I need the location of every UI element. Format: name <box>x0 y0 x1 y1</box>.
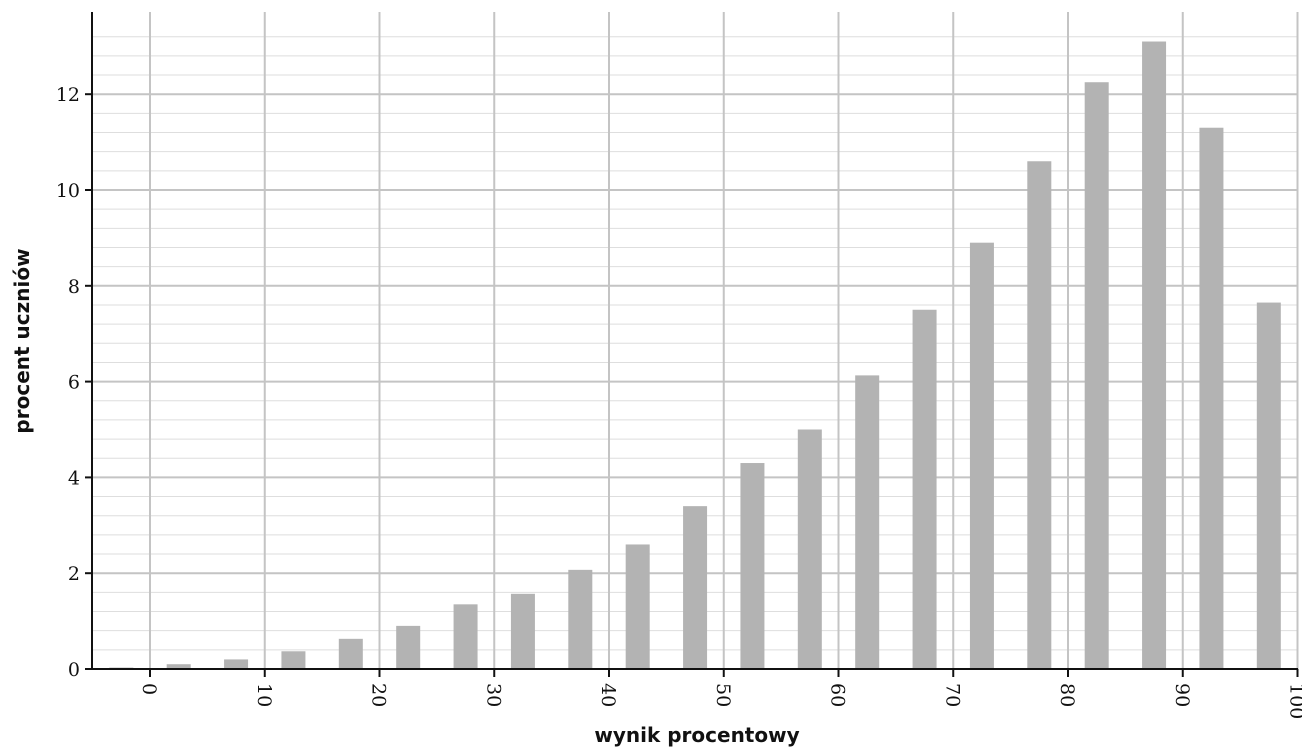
y-tick-labels: 0 2 4 6 8 10 12 <box>56 84 80 681</box>
y-tick-label: 4 <box>68 467 80 489</box>
x-tick-labels: 0 10 20 30 40 50 60 70 80 90 100 <box>138 683 1302 719</box>
bar <box>1027 161 1052 669</box>
bar <box>568 569 593 669</box>
x-tick-label: 100 <box>1286 683 1302 719</box>
y-tick-label: 8 <box>68 276 80 298</box>
x-tick-label: 90 <box>1171 683 1193 707</box>
bar <box>396 625 421 669</box>
bar <box>969 242 994 669</box>
bar <box>281 651 306 669</box>
bar <box>797 429 822 669</box>
x-tick-label: 60 <box>827 683 849 707</box>
x-tick-label: 30 <box>482 683 504 707</box>
bars <box>109 41 1281 670</box>
bar <box>338 638 363 669</box>
x-tick-label: 40 <box>597 683 619 707</box>
y-axis-title: procent uczniów <box>10 248 34 433</box>
x-tick-label: 0 <box>138 683 160 695</box>
y-tick-label: 0 <box>68 659 80 681</box>
bar <box>510 593 535 669</box>
x-tick-label: 80 <box>1056 683 1078 707</box>
bar <box>1199 127 1224 670</box>
bar <box>453 604 478 669</box>
bar <box>1256 302 1281 669</box>
x-axis-title: wynik procentowy <box>594 723 799 747</box>
y-tick-label: 12 <box>56 84 80 106</box>
bar <box>683 506 708 669</box>
bar <box>166 664 191 669</box>
bar <box>912 309 937 669</box>
x-tick-label: 70 <box>941 683 963 707</box>
bar <box>1084 82 1109 670</box>
bar <box>625 544 650 669</box>
y-tick-label: 10 <box>56 180 80 202</box>
bar <box>855 375 880 669</box>
x-tick-label: 10 <box>253 683 275 707</box>
y-tick-label: 2 <box>68 563 80 585</box>
x-tick-label: 50 <box>712 683 734 707</box>
bar <box>1142 41 1167 669</box>
bar <box>740 463 765 669</box>
y-tick-label: 6 <box>68 372 80 394</box>
bar <box>224 659 249 669</box>
x-tick-label: 20 <box>368 683 390 707</box>
axes <box>85 12 1299 677</box>
